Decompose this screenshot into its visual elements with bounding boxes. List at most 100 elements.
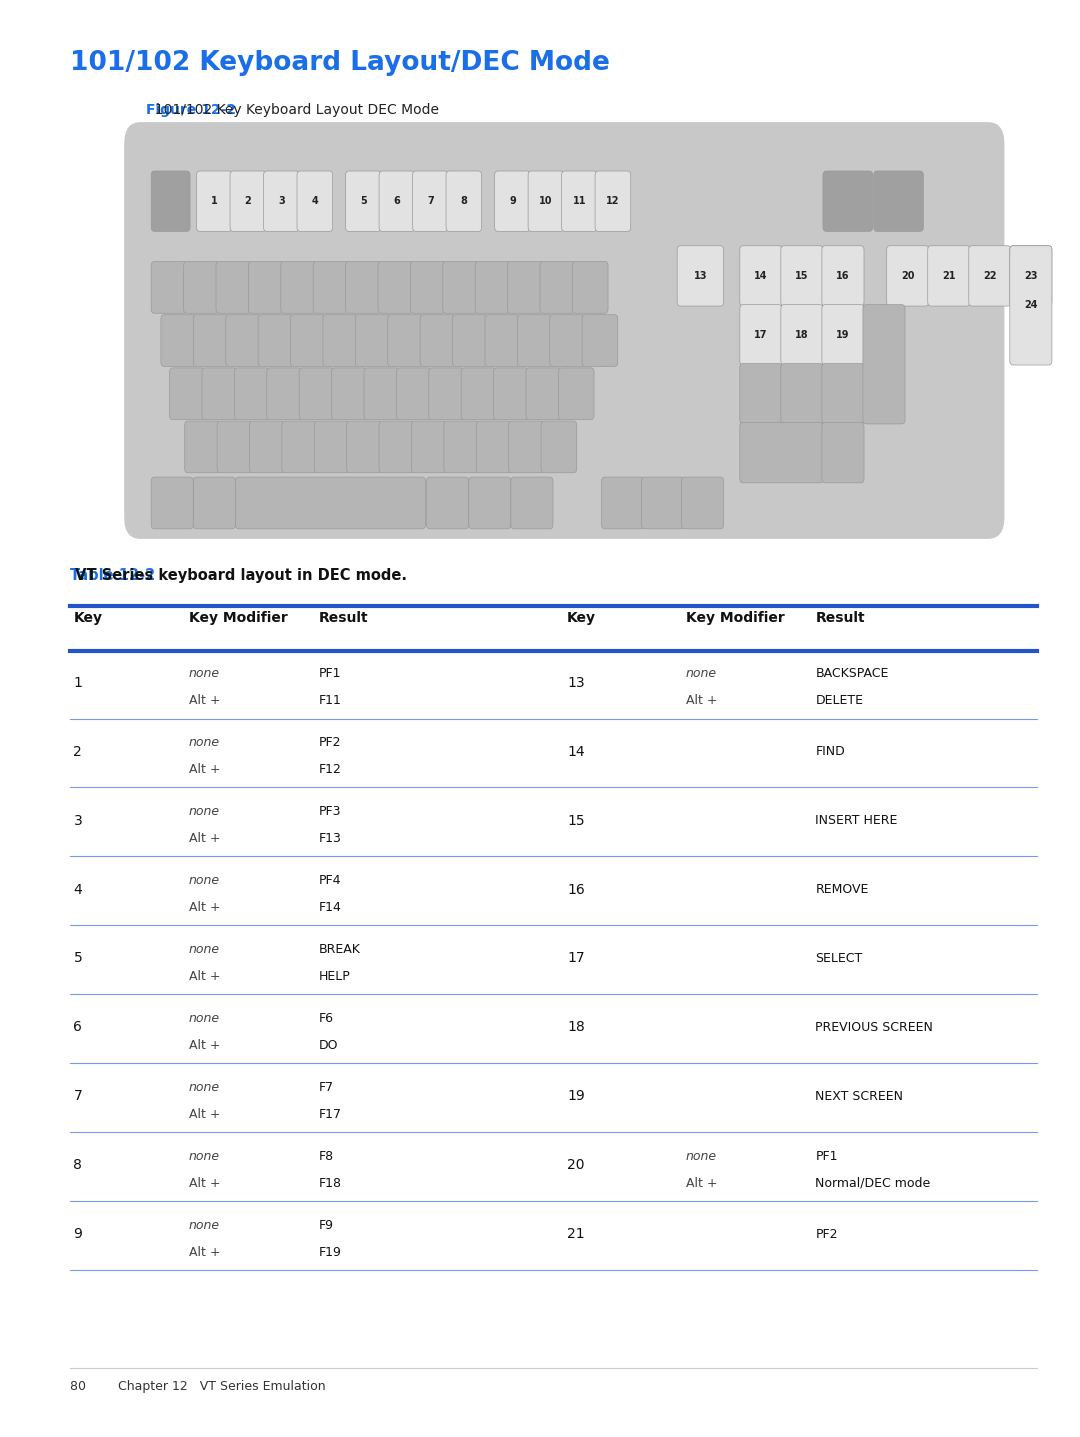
Text: REMOVE: REMOVE <box>815 882 868 897</box>
Text: 19: 19 <box>567 1089 584 1104</box>
FancyBboxPatch shape <box>234 368 270 420</box>
Text: F14: F14 <box>319 901 341 914</box>
FancyBboxPatch shape <box>388 315 423 366</box>
FancyBboxPatch shape <box>822 246 864 306</box>
FancyBboxPatch shape <box>446 171 482 231</box>
FancyBboxPatch shape <box>874 171 923 231</box>
FancyBboxPatch shape <box>541 421 577 473</box>
FancyBboxPatch shape <box>528 171 564 231</box>
Text: Alt +: Alt + <box>189 901 220 914</box>
FancyBboxPatch shape <box>151 477 193 529</box>
Text: NEXT SCREEN: NEXT SCREEN <box>815 1089 903 1104</box>
FancyBboxPatch shape <box>411 421 447 473</box>
Text: PF1: PF1 <box>319 667 341 680</box>
FancyBboxPatch shape <box>235 477 426 529</box>
Text: F19: F19 <box>319 1246 341 1259</box>
Text: F18: F18 <box>319 1177 341 1190</box>
FancyBboxPatch shape <box>540 262 576 313</box>
Text: none: none <box>189 1081 220 1094</box>
FancyBboxPatch shape <box>355 315 391 366</box>
FancyBboxPatch shape <box>485 315 521 366</box>
Text: 4: 4 <box>311 197 319 205</box>
Text: Alt +: Alt + <box>189 694 220 707</box>
FancyBboxPatch shape <box>550 315 585 366</box>
Text: 18: 18 <box>795 331 809 339</box>
FancyBboxPatch shape <box>184 262 219 313</box>
Text: 7: 7 <box>427 197 434 205</box>
Text: SELECT: SELECT <box>815 951 863 966</box>
FancyBboxPatch shape <box>346 171 381 231</box>
Text: Normal/DEC mode: Normal/DEC mode <box>815 1177 931 1190</box>
Text: 17: 17 <box>567 951 584 966</box>
FancyBboxPatch shape <box>494 368 529 420</box>
Text: PF3: PF3 <box>319 805 341 818</box>
Text: none: none <box>686 1150 717 1163</box>
FancyBboxPatch shape <box>740 305 782 365</box>
Text: none: none <box>189 1150 220 1163</box>
FancyBboxPatch shape <box>379 171 415 231</box>
Text: none: none <box>189 736 220 749</box>
Text: Alt +: Alt + <box>189 832 220 845</box>
Text: DELETE: DELETE <box>815 694 863 707</box>
FancyBboxPatch shape <box>216 262 252 313</box>
Text: Result: Result <box>319 611 368 625</box>
Text: 80        Chapter 12   VT Series Emulation: 80 Chapter 12 VT Series Emulation <box>70 1380 326 1392</box>
Text: F6: F6 <box>319 1012 334 1025</box>
Text: Alt +: Alt + <box>189 1039 220 1052</box>
Text: 24: 24 <box>1024 300 1038 310</box>
Text: 5: 5 <box>360 197 367 205</box>
FancyBboxPatch shape <box>642 477 684 529</box>
FancyBboxPatch shape <box>582 315 618 366</box>
Text: 20: 20 <box>901 272 915 280</box>
Text: 101/102 Keyboard Layout/DEC Mode: 101/102 Keyboard Layout/DEC Mode <box>70 50 610 76</box>
FancyBboxPatch shape <box>202 368 238 420</box>
FancyBboxPatch shape <box>264 171 299 231</box>
FancyBboxPatch shape <box>740 364 782 424</box>
FancyBboxPatch shape <box>197 171 232 231</box>
Text: 15: 15 <box>795 272 809 280</box>
Text: 8: 8 <box>460 197 468 205</box>
FancyBboxPatch shape <box>740 422 823 483</box>
FancyBboxPatch shape <box>364 368 400 420</box>
FancyBboxPatch shape <box>378 262 414 313</box>
Text: Alt +: Alt + <box>189 1246 220 1259</box>
FancyBboxPatch shape <box>740 246 782 306</box>
Text: Alt +: Alt + <box>189 970 220 983</box>
FancyBboxPatch shape <box>193 477 235 529</box>
Text: 9: 9 <box>73 1227 82 1242</box>
Text: none: none <box>189 667 220 680</box>
Text: Alt +: Alt + <box>189 1108 220 1121</box>
Text: 4: 4 <box>73 882 82 897</box>
FancyBboxPatch shape <box>572 262 608 313</box>
FancyBboxPatch shape <box>517 315 553 366</box>
FancyBboxPatch shape <box>453 315 488 366</box>
Text: PF2: PF2 <box>815 1227 838 1242</box>
FancyBboxPatch shape <box>151 171 190 231</box>
FancyBboxPatch shape <box>379 421 415 473</box>
FancyBboxPatch shape <box>299 368 335 420</box>
Text: 1: 1 <box>211 197 218 205</box>
Text: Figure 12-2: Figure 12-2 <box>146 103 235 118</box>
Text: Key Modifier: Key Modifier <box>686 611 784 625</box>
Text: Result: Result <box>815 611 865 625</box>
Text: 9: 9 <box>509 197 516 205</box>
Text: 1: 1 <box>73 675 82 690</box>
FancyBboxPatch shape <box>396 368 432 420</box>
FancyBboxPatch shape <box>469 477 511 529</box>
Text: 19: 19 <box>836 331 850 339</box>
FancyBboxPatch shape <box>509 421 544 473</box>
FancyBboxPatch shape <box>267 368 302 420</box>
FancyBboxPatch shape <box>562 171 597 231</box>
Text: Key: Key <box>567 611 596 625</box>
FancyBboxPatch shape <box>511 477 553 529</box>
FancyBboxPatch shape <box>822 305 864 365</box>
Text: 13: 13 <box>567 675 584 690</box>
FancyBboxPatch shape <box>887 246 929 306</box>
Text: 10: 10 <box>539 197 553 205</box>
FancyBboxPatch shape <box>193 315 229 366</box>
Text: 3: 3 <box>73 813 82 828</box>
FancyBboxPatch shape <box>420 315 456 366</box>
FancyBboxPatch shape <box>230 171 266 231</box>
Text: none: none <box>189 805 220 818</box>
Text: 21: 21 <box>942 272 956 280</box>
